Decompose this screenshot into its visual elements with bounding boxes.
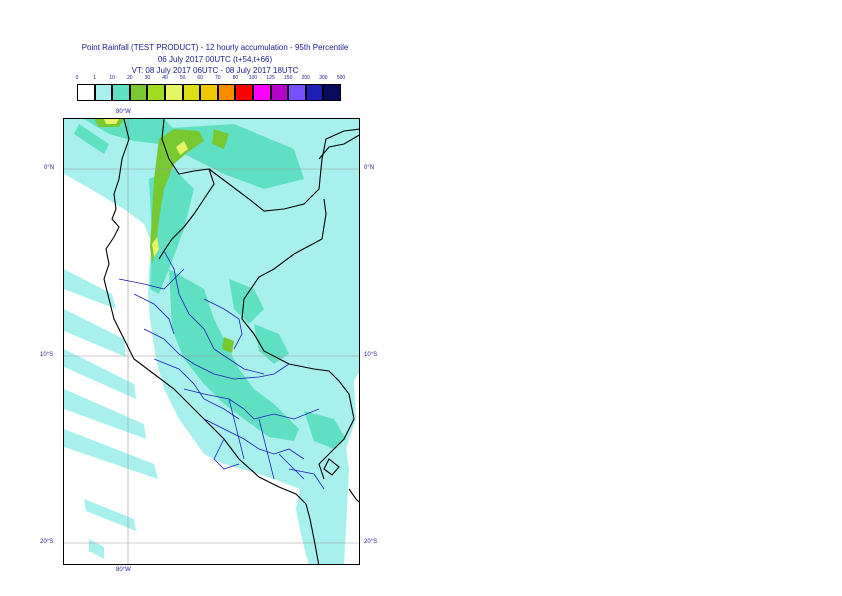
legend-tick-label: 10 <box>109 75 115 81</box>
legend-swatch <box>200 84 218 101</box>
legend-tick-label: 150 <box>284 75 293 81</box>
lat-label-right-10: 10°S <box>364 352 378 358</box>
legend-tick-label: 60 <box>197 75 203 81</box>
legend-tick-label: 0 <box>75 75 79 81</box>
legend-swatch <box>147 84 165 101</box>
region-borders <box>118 250 325 490</box>
legend-swatch <box>112 84 130 101</box>
legend-tick-label: 300 <box>319 75 328 81</box>
legend-swatch <box>165 84 183 101</box>
legend-swatch <box>182 84 201 101</box>
legend-tick-label: 100 <box>248 75 258 81</box>
legend-swatch <box>235 84 253 101</box>
very-heavy-rain-spots <box>104 119 188 257</box>
valid-time: VT: 08 July 2017 06UTC - 08 July 2017 18… <box>131 66 299 75</box>
legend-tick-label: 70 <box>215 75 221 81</box>
legend-swatch <box>270 84 289 101</box>
legend-swatch <box>217 84 236 101</box>
legend-tick-label: 50 <box>179 75 186 81</box>
legend-tick-label: 80 <box>232 75 239 81</box>
map-panel <box>63 118 360 565</box>
lat-label-left-20: 20°S <box>40 539 54 545</box>
graticule <box>64 119 359 564</box>
rainfall-map <box>64 119 359 564</box>
legend-swatch <box>253 84 271 101</box>
country-borders <box>103 119 359 564</box>
legend-tick-label: 40 <box>162 75 168 81</box>
lat-label-right-0: 0°N <box>364 165 375 171</box>
lon-label-top: 80°W <box>116 109 131 115</box>
lon-label-bottom: 80°W <box>116 567 131 573</box>
legend-tick-label: 500 <box>336 75 346 81</box>
legend-swatch <box>288 84 306 101</box>
legend-tick-label: 200 <box>301 75 310 81</box>
base-time: 06 July 2017 00UTC (t+54,t+66) <box>157 55 273 64</box>
legend-swatch <box>323 84 341 101</box>
lat-label-left-0: 0°N <box>44 165 55 171</box>
legend-tick-label: 20 <box>127 75 133 81</box>
legend-tick-label: 30 <box>144 75 151 81</box>
ocean-rain-bands <box>64 269 158 559</box>
chart-title: Point Rainfall (TEST PRODUCT) - 12 hourl… <box>81 43 349 52</box>
legend-swatch <box>77 84 95 101</box>
lat-label-right-20: 20°S <box>364 539 378 545</box>
legend-swatch <box>94 84 113 101</box>
lat-label-left-10: 10°S <box>40 352 54 358</box>
legend-tick-label: 1 <box>93 75 96 81</box>
legend-tick-label: 125 <box>266 75 275 81</box>
legend-swatch <box>129 84 148 101</box>
legend-swatch <box>305 84 324 101</box>
